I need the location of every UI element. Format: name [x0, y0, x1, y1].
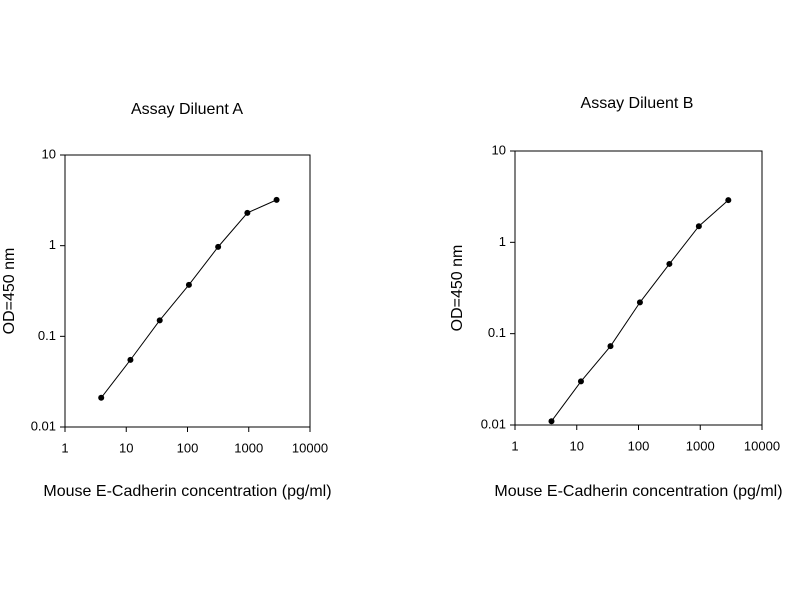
- x-tick-label: 1: [61, 440, 68, 455]
- x-tick-label: 10000: [292, 440, 328, 455]
- data-point: [127, 356, 134, 363]
- x-axis-label: Mouse E-Cadherin concentration (pg/ml): [494, 483, 782, 500]
- data-point: [185, 281, 192, 288]
- x-tick-label: 10: [570, 438, 584, 453]
- data-point: [156, 317, 163, 324]
- data-line: [551, 199, 729, 422]
- x-tick-label: 100: [628, 438, 650, 453]
- y-tick-label: 0.1: [38, 328, 56, 343]
- chart-title: Assay Diluent A: [131, 101, 243, 118]
- data-point: [548, 418, 555, 425]
- y-tick-label: 10: [42, 146, 56, 161]
- data-point: [695, 223, 702, 230]
- data-point: [215, 243, 222, 250]
- y-tick-label: 0.1: [488, 325, 506, 340]
- data-point: [636, 299, 643, 306]
- x-tick-label: 1000: [234, 440, 263, 455]
- x-tick-label: 1: [511, 438, 518, 453]
- x-tick-label: 1000: [686, 438, 715, 453]
- x-tick-label: 100: [177, 440, 199, 455]
- y-axis-label: OD=450 nm: [1, 248, 18, 335]
- y-tick-label: 10: [492, 142, 506, 157]
- data-point: [666, 260, 673, 267]
- data-line: [100, 199, 277, 399]
- data-point: [244, 209, 251, 216]
- data-point: [273, 196, 280, 203]
- y-tick-label: 0.01: [481, 416, 506, 431]
- y-tick-label: 1: [49, 237, 56, 252]
- data-point: [98, 394, 105, 401]
- y-axis-label: OD=450 nm: [449, 245, 466, 332]
- data-point: [607, 343, 614, 350]
- plot-frame: [514, 150, 763, 426]
- y-tick-label: 0.01: [31, 418, 56, 433]
- data-point: [577, 378, 584, 385]
- data-point: [725, 197, 732, 204]
- x-tick-label: 10: [119, 440, 133, 455]
- y-tick-label: 1: [499, 234, 506, 249]
- chart-title: Assay Diluent B: [581, 95, 694, 112]
- plot-frame: [64, 154, 311, 428]
- x-tick-label: 10000: [744, 438, 780, 453]
- x-axis-label: Mouse E-Cadherin concentration (pg/ml): [43, 483, 331, 500]
